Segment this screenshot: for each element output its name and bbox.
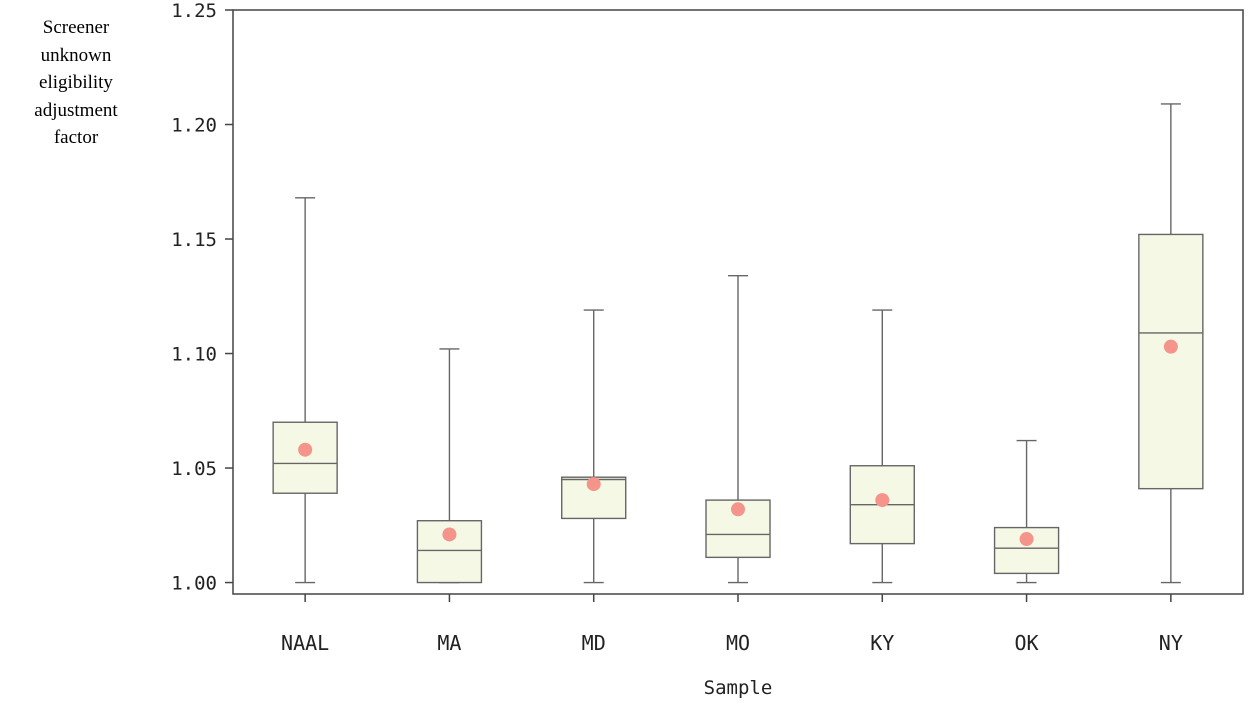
mean-marker xyxy=(586,477,601,492)
box-ky xyxy=(849,309,915,584)
y-tick-label: 1.15 xyxy=(171,229,217,251)
y-tick-label: 1.05 xyxy=(171,458,217,480)
mean-marker xyxy=(1163,339,1178,354)
box-series xyxy=(272,103,1204,584)
x-tick-label: MO xyxy=(726,631,750,655)
mean-marker xyxy=(442,527,457,542)
x-tick-label: MA xyxy=(437,631,461,655)
x-tick-label: NAAL xyxy=(281,631,329,655)
x-axis-title: Sample xyxy=(704,677,773,699)
box-mo xyxy=(705,274,771,584)
box-ma xyxy=(416,348,483,584)
y-axis-title-line: Screener xyxy=(42,17,110,38)
interquartile-box xyxy=(561,476,627,520)
y-tick-label: 1.20 xyxy=(171,115,217,137)
x-tick-label: KY xyxy=(870,631,894,655)
y-tick-label: 1.00 xyxy=(171,573,217,595)
y-tick-label: 1.25 xyxy=(171,0,217,22)
y-axis-title-line: adjustment xyxy=(34,99,118,121)
y-axis: 1.00 1.05 1.10 1.15 1.20 1.25 xyxy=(171,0,233,595)
x-tick-label: NY xyxy=(1159,631,1183,655)
interquartile-box xyxy=(1138,233,1204,490)
x-tick-label: OK xyxy=(1015,631,1039,655)
interquartile-box xyxy=(993,526,1060,575)
mean-marker xyxy=(731,502,745,517)
y-axis-title-line: eligibility xyxy=(39,72,113,93)
x-axis: NAAL MA MD MO KY OK NY xyxy=(281,594,1183,655)
box-md xyxy=(561,309,627,584)
box-naal xyxy=(272,197,338,584)
y-tick-label: 1.10 xyxy=(171,344,217,366)
mean-marker xyxy=(875,493,890,508)
mean-marker xyxy=(1019,532,1034,547)
y-axis-title-line: unknown xyxy=(40,44,112,66)
interquartile-box xyxy=(272,421,338,494)
y-axis-title: Screener unknown eligibility adjustment … xyxy=(8,14,144,152)
box-ny xyxy=(1138,103,1204,584)
y-axis-title-line: factor xyxy=(53,127,99,148)
mean-marker xyxy=(298,442,313,457)
box-ok xyxy=(993,439,1060,584)
x-tick-label: MD xyxy=(582,631,606,655)
